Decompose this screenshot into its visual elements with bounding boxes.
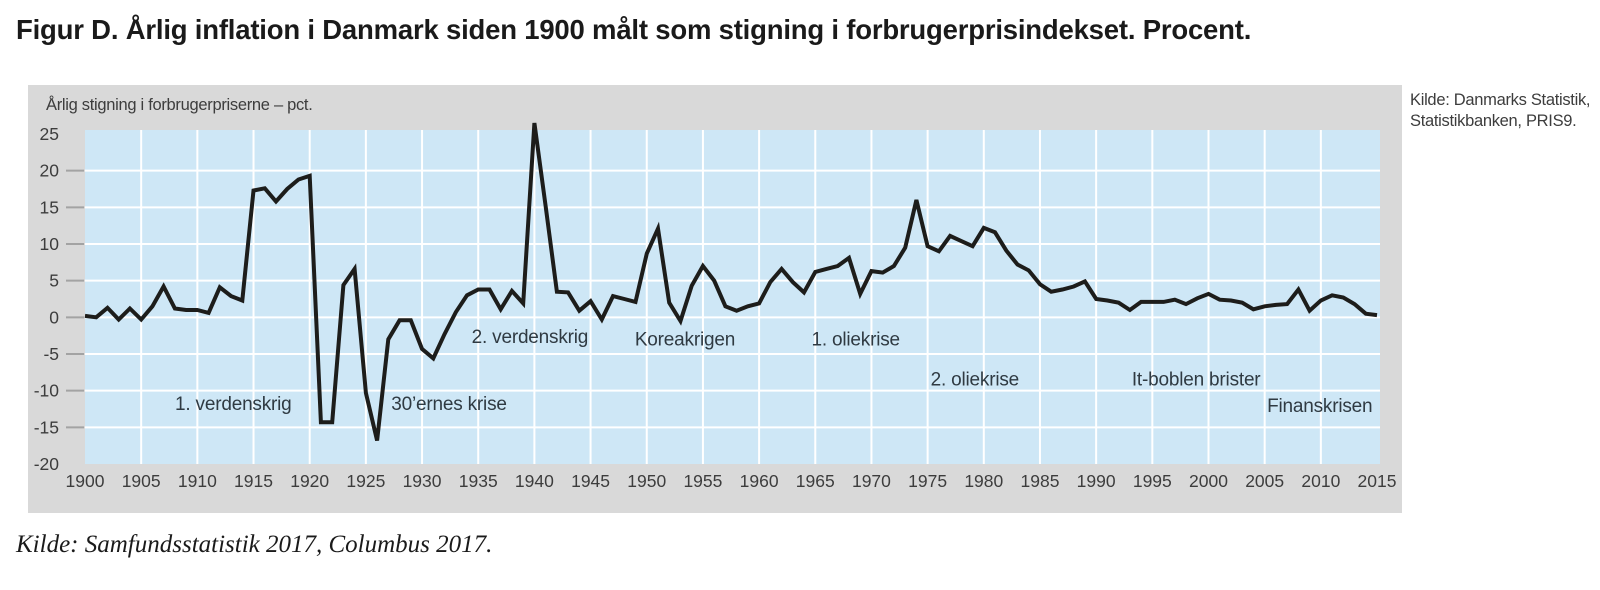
x-tick-label: 1910 [178,471,217,491]
x-tick-label: 1965 [796,471,835,491]
x-tick-label: 1935 [459,471,498,491]
event-annotation: 1. verdenskrig [175,394,292,415]
x-tick-label: 1955 [683,471,722,491]
x-tick-label: 2005 [1245,471,1284,491]
x-tick-label: 1990 [1077,471,1116,491]
y-tick-label: -20 [34,454,60,474]
chart-source-line1: Kilde: Danmarks Statistik, [1410,91,1591,109]
event-annotation: 2. verdenskrig [472,327,589,348]
chart-source-line2: Statistikbanken, PRIS9. [1410,112,1577,130]
x-tick-label: 1970 [852,471,891,491]
y-tick-label: 10 [40,234,60,254]
x-tick-label: 2015 [1358,471,1397,491]
x-tick-label: 1945 [571,471,610,491]
event-annotation: 2. oliekrise [931,370,1019,391]
event-annotation: It-boblen brister [1132,370,1261,391]
y-tick-label: -15 [34,417,59,437]
plot-area [85,130,1380,464]
x-tick-label: 1900 [66,471,105,491]
x-tick-label: 1940 [515,471,554,491]
x-tick-label: 1950 [627,471,666,491]
chart-source-note: Kilde: Danmarks Statistik, Statistikbank… [1410,90,1598,132]
y-tick-label: -10 [34,381,60,401]
event-annotation: Finanskrisen [1267,396,1372,417]
x-tick-label: 1905 [122,471,161,491]
figure-title: Figur D. Årlig inflation i Danmark siden… [16,14,1252,45]
y-tick-label: 25 [40,124,59,144]
event-annotation: Koreakrigen [635,329,735,350]
figure-source-note: Kilde: Samfundsstatistik 2017, Columbus … [16,531,493,558]
x-tick-label: 1985 [1021,471,1060,491]
y-tick-label: 15 [40,197,59,217]
y-tick-label: -5 [43,344,59,364]
y-axis-unit-label: Årlig stigning i forbrugerpriserne – pct… [46,96,313,114]
x-tick-label: 1980 [964,471,1003,491]
x-tick-label: 1930 [403,471,442,491]
x-tick-label: 1915 [234,471,273,491]
event-annotation: 1. oliekrise [812,329,900,350]
y-tick-label: 0 [49,307,59,327]
x-tick-label: 2000 [1189,471,1228,491]
x-tick-label: 1995 [1133,471,1172,491]
chart-panel: Årlig stigning i forbrugerpriserne – pct… [28,85,1402,513]
x-tick-label: 1960 [740,471,779,491]
y-tick-label: 20 [40,161,60,181]
event-annotation: 30’ernes krise [391,394,506,415]
x-tick-label: 1975 [908,471,947,491]
x-tick-label: 2010 [1301,471,1340,491]
x-tick-label: 1925 [346,471,385,491]
x-tick-label: 1920 [290,471,329,491]
y-tick-label: 5 [49,271,59,291]
inflation-line [84,122,1378,441]
